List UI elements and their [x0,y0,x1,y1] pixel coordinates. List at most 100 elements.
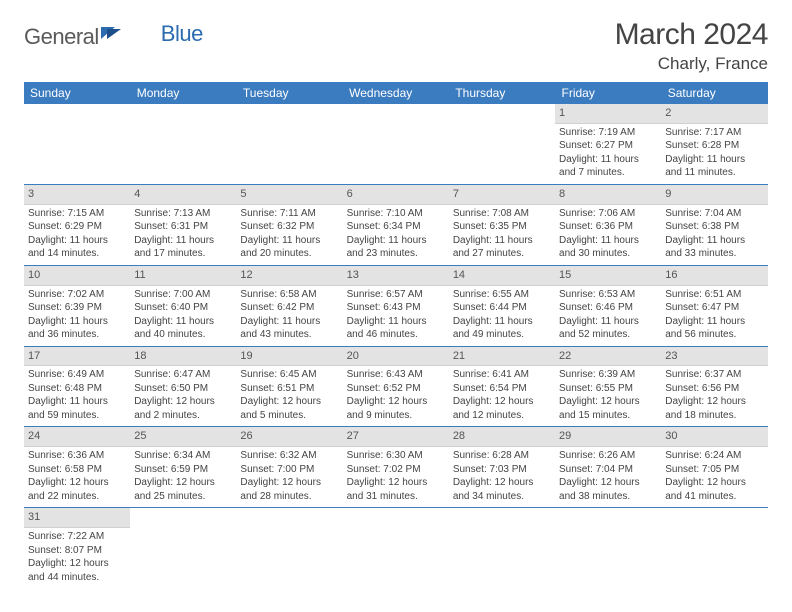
sunset-text: Sunset: 6:29 PM [28,220,126,234]
calendar-cell: 4Sunrise: 7:13 AMSunset: 6:31 PMDaylight… [130,184,236,265]
sunrise-text: Sunrise: 6:51 AM [665,288,763,302]
day-number: 27 [343,427,449,447]
logo-text-general: General [24,24,99,50]
calendar-cell: 23Sunrise: 6:37 AMSunset: 6:56 PMDayligh… [661,346,767,427]
sunset-text: Sunset: 6:34 PM [347,220,445,234]
daylight-text: Daylight: 11 hours and 40 minutes. [134,315,232,342]
cell-body: Sunrise: 7:00 AMSunset: 6:40 PMDaylight:… [130,286,236,346]
cell-body: Sunrise: 6:47 AMSunset: 6:50 PMDaylight:… [130,366,236,426]
sunset-text: Sunset: 6:42 PM [240,301,338,315]
calendar-cell: 26Sunrise: 6:32 AMSunset: 7:00 PMDayligh… [236,427,342,508]
calendar-cell: 21Sunrise: 6:41 AMSunset: 6:54 PMDayligh… [449,346,555,427]
calendar-head: SundayMondayTuesdayWednesdayThursdayFrid… [24,82,768,104]
calendar-cell: 30Sunrise: 6:24 AMSunset: 7:05 PMDayligh… [661,427,767,508]
day-number: 7 [449,185,555,205]
sunrise-text: Sunrise: 6:32 AM [240,449,338,463]
cell-body: Sunrise: 6:37 AMSunset: 6:56 PMDaylight:… [661,366,767,426]
daylight-text: Daylight: 12 hours and 28 minutes. [240,476,338,503]
daylight-text: Daylight: 12 hours and 12 minutes. [453,395,551,422]
sunset-text: Sunset: 6:47 PM [665,301,763,315]
day-number: 13 [343,266,449,286]
sunset-text: Sunset: 6:43 PM [347,301,445,315]
sunrise-text: Sunrise: 7:00 AM [134,288,232,302]
cell-body: Sunrise: 7:11 AMSunset: 6:32 PMDaylight:… [236,205,342,265]
sunset-text: Sunset: 6:51 PM [240,382,338,396]
cell-body: Sunrise: 7:02 AMSunset: 6:39 PMDaylight:… [24,286,130,346]
daylight-text: Daylight: 12 hours and 15 minutes. [559,395,657,422]
day-number: 31 [24,508,130,528]
calendar-cell: 27Sunrise: 6:30 AMSunset: 7:02 PMDayligh… [343,427,449,508]
day-header: Tuesday [236,82,342,104]
sunrise-text: Sunrise: 7:02 AM [28,288,126,302]
calendar-cell: 16Sunrise: 6:51 AMSunset: 6:47 PMDayligh… [661,265,767,346]
calendar-cell: 6Sunrise: 7:10 AMSunset: 6:34 PMDaylight… [343,184,449,265]
calendar-cell: 3Sunrise: 7:15 AMSunset: 6:29 PMDaylight… [24,184,130,265]
sunrise-text: Sunrise: 6:45 AM [240,368,338,382]
day-number: 1 [555,104,661,124]
calendar-cell [343,104,449,184]
sunrise-text: Sunrise: 6:39 AM [559,368,657,382]
calendar-cell [661,508,767,588]
daylight-text: Daylight: 11 hours and 33 minutes. [665,234,763,261]
daylight-text: Daylight: 12 hours and 34 minutes. [453,476,551,503]
sunset-text: Sunset: 6:56 PM [665,382,763,396]
logo-flag-icon [101,25,123,46]
title-block: March 2024 Charly, France [615,18,768,74]
sunset-text: Sunset: 7:02 PM [347,463,445,477]
calendar-cell [236,508,342,588]
sunrise-text: Sunrise: 6:43 AM [347,368,445,382]
daylight-text: Daylight: 12 hours and 5 minutes. [240,395,338,422]
calendar-cell [130,508,236,588]
day-number: 30 [661,427,767,447]
daylight-text: Daylight: 12 hours and 44 minutes. [28,557,126,584]
page-header: General Blue March 2024 Charly, France [24,18,768,74]
day-number: 24 [24,427,130,447]
sunset-text: Sunset: 6:35 PM [453,220,551,234]
cell-body: Sunrise: 7:10 AMSunset: 6:34 PMDaylight:… [343,205,449,265]
calendar-cell: 5Sunrise: 7:11 AMSunset: 6:32 PMDaylight… [236,184,342,265]
daylight-text: Daylight: 12 hours and 18 minutes. [665,395,763,422]
sunrise-text: Sunrise: 6:57 AM [347,288,445,302]
sunrise-text: Sunrise: 6:55 AM [453,288,551,302]
sunset-text: Sunset: 6:58 PM [28,463,126,477]
daylight-text: Daylight: 11 hours and 46 minutes. [347,315,445,342]
calendar-cell: 18Sunrise: 6:47 AMSunset: 6:50 PMDayligh… [130,346,236,427]
calendar-cell: 17Sunrise: 6:49 AMSunset: 6:48 PMDayligh… [24,346,130,427]
day-number: 20 [343,347,449,367]
calendar-cell [555,508,661,588]
daylight-text: Daylight: 12 hours and 41 minutes. [665,476,763,503]
sunrise-text: Sunrise: 7:04 AM [665,207,763,221]
day-number: 3 [24,185,130,205]
sunrise-text: Sunrise: 7:11 AM [240,207,338,221]
day-number: 23 [661,347,767,367]
sunrise-text: Sunrise: 6:28 AM [453,449,551,463]
sunrise-text: Sunrise: 7:10 AM [347,207,445,221]
cell-body: Sunrise: 6:55 AMSunset: 6:44 PMDaylight:… [449,286,555,346]
sunrise-text: Sunrise: 6:24 AM [665,449,763,463]
daylight-text: Daylight: 11 hours and 59 minutes. [28,395,126,422]
calendar-cell: 1Sunrise: 7:19 AMSunset: 6:27 PMDaylight… [555,104,661,184]
daylight-text: Daylight: 11 hours and 43 minutes. [240,315,338,342]
sunset-text: Sunset: 6:32 PM [240,220,338,234]
sunset-text: Sunset: 6:38 PM [665,220,763,234]
day-number: 6 [343,185,449,205]
daylight-text: Daylight: 11 hours and 17 minutes. [134,234,232,261]
sunset-text: Sunset: 6:44 PM [453,301,551,315]
sunrise-text: Sunrise: 7:06 AM [559,207,657,221]
sunrise-text: Sunrise: 6:53 AM [559,288,657,302]
sunset-text: Sunset: 7:03 PM [453,463,551,477]
sunrise-text: Sunrise: 6:58 AM [240,288,338,302]
daylight-text: Daylight: 12 hours and 25 minutes. [134,476,232,503]
cell-body: Sunrise: 7:15 AMSunset: 6:29 PMDaylight:… [24,205,130,265]
calendar-table: SundayMondayTuesdayWednesdayThursdayFrid… [24,82,768,588]
sunset-text: Sunset: 6:52 PM [347,382,445,396]
sunrise-text: Sunrise: 7:19 AM [559,126,657,140]
calendar-cell: 10Sunrise: 7:02 AMSunset: 6:39 PMDayligh… [24,265,130,346]
day-number: 19 [236,347,342,367]
day-number: 2 [661,104,767,124]
cell-body: Sunrise: 7:08 AMSunset: 6:35 PMDaylight:… [449,205,555,265]
sunset-text: Sunset: 6:55 PM [559,382,657,396]
sunset-text: Sunset: 6:48 PM [28,382,126,396]
sunrise-text: Sunrise: 6:36 AM [28,449,126,463]
daylight-text: Daylight: 11 hours and 49 minutes. [453,315,551,342]
